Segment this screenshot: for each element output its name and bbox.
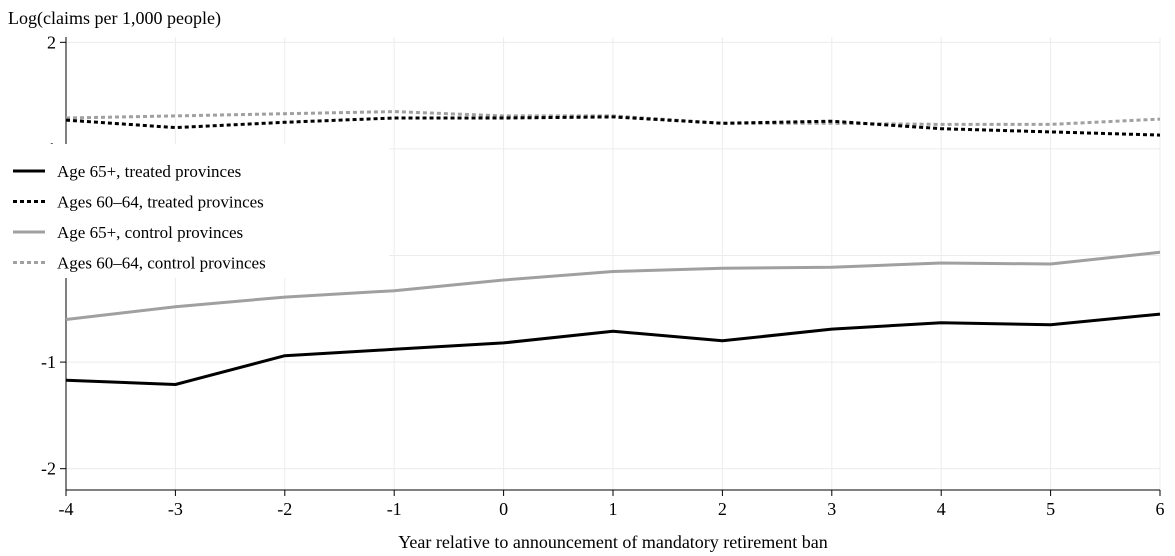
x-tick-label: -2 — [277, 499, 292, 519]
x-tick-label: 0 — [499, 499, 508, 519]
y-tick-label: -1 — [41, 352, 56, 372]
series-lines — [65, 110, 1161, 386]
series-line-0 — [65, 312, 1161, 386]
legend: Age 65+, treated provinces Ages 60–64, tr… — [7, 144, 389, 278]
y-tick-label: -2 — [41, 459, 56, 479]
x-tick-label: 1 — [609, 499, 618, 519]
legend-label: Age 65+, treated provinces — [57, 162, 241, 181]
y-axis-label: Log(claims per 1,000 people) — [8, 8, 221, 29]
x-tick-label: -3 — [168, 499, 183, 519]
x-tick-label: 3 — [827, 499, 836, 519]
x-tick-label: 6 — [1156, 499, 1165, 519]
legend-label: Ages 60–64, treated provinces — [57, 193, 264, 212]
x-tick-label: -1 — [387, 499, 402, 519]
x-tick-label: -4 — [59, 499, 74, 519]
legend-label: Ages 60–64, control provinces — [57, 254, 266, 273]
x-axis-label: Year relative to announcement of mandato… — [398, 532, 828, 552]
series-line-1 — [65, 115, 1161, 137]
x-tick-label: 5 — [1046, 499, 1055, 519]
series-line-2 — [65, 250, 1161, 321]
x-tick-label: 4 — [937, 499, 946, 519]
y-tick-label: 2 — [47, 32, 56, 52]
x-tick-label: 2 — [718, 499, 727, 519]
legend-background — [7, 144, 389, 278]
legend-label: Age 65+, control provinces — [57, 223, 243, 242]
